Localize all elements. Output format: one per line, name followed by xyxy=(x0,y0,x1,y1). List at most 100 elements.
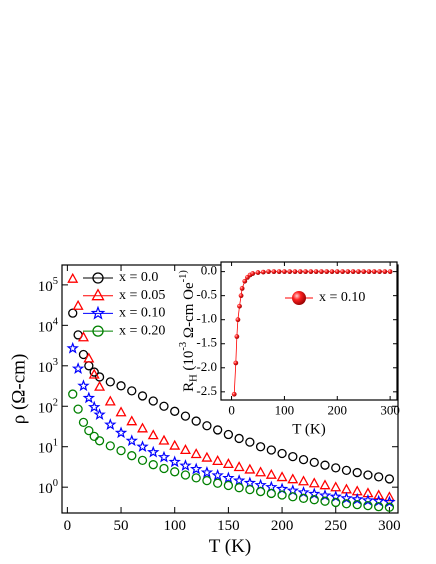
x-tick-label: 100 xyxy=(163,518,186,534)
marker xyxy=(147,445,160,458)
x-tick-label: 100 xyxy=(275,403,295,418)
marker xyxy=(94,436,105,446)
marker xyxy=(287,473,299,484)
marker xyxy=(202,475,212,486)
x-tick-label: 200 xyxy=(271,518,294,534)
marker xyxy=(78,417,89,428)
marker xyxy=(211,468,224,481)
marker xyxy=(212,454,224,465)
legend-label: x = 0.05 xyxy=(119,288,165,303)
legend-marker xyxy=(92,325,104,337)
legend-label: x = 0.10 xyxy=(319,290,365,305)
marker xyxy=(87,400,101,413)
y-tick-label: 102 xyxy=(38,398,58,417)
marker xyxy=(324,269,330,275)
marker xyxy=(277,448,287,459)
marker xyxy=(233,461,245,472)
marker xyxy=(234,483,244,493)
marker xyxy=(334,269,340,275)
legend-marker xyxy=(90,305,106,320)
y-tick-label: 101 xyxy=(38,438,58,457)
marker xyxy=(170,406,180,416)
marker xyxy=(78,349,89,360)
marker xyxy=(242,278,248,284)
marker xyxy=(352,467,362,478)
marker xyxy=(320,496,330,506)
marker xyxy=(213,425,223,435)
marker xyxy=(277,490,287,500)
marker xyxy=(137,422,149,433)
marker xyxy=(250,271,256,276)
x-axis-label: T (K) xyxy=(209,536,251,557)
y-tick-label: -1.5 xyxy=(196,335,217,350)
y-tick-label: 105 xyxy=(38,276,58,295)
marker xyxy=(350,269,356,275)
marker xyxy=(88,368,100,379)
marker xyxy=(191,416,201,426)
marker xyxy=(127,451,137,461)
x-tick-label: 300 xyxy=(378,518,401,534)
x-tick-label: 300 xyxy=(380,403,400,418)
marker xyxy=(115,406,127,417)
y-tick-label: -2.5 xyxy=(196,383,217,398)
marker xyxy=(116,445,126,456)
marker xyxy=(260,269,266,275)
marker xyxy=(383,495,396,508)
marker xyxy=(234,334,240,339)
marker xyxy=(271,269,277,275)
marker xyxy=(371,269,377,275)
x-tick-label: 50 xyxy=(114,518,129,534)
marker xyxy=(159,401,169,411)
marker xyxy=(345,269,351,275)
marker xyxy=(180,470,191,480)
marker xyxy=(384,474,395,484)
marker xyxy=(382,269,388,275)
y-tick-label: -1.0 xyxy=(196,311,217,326)
marker xyxy=(340,269,345,275)
marker xyxy=(168,455,181,468)
marker xyxy=(319,479,331,490)
marker xyxy=(237,303,242,309)
marker xyxy=(157,450,171,463)
marker xyxy=(159,463,169,474)
chart-1: 0 100 200 300 -2.5 -2.0 -1.5 -1.0 -0.5 0.0 T (K) RH… xyxy=(178,262,400,437)
marker xyxy=(361,269,367,275)
marker xyxy=(363,500,373,511)
marker xyxy=(319,269,324,275)
x-tick-label: 0 xyxy=(228,403,235,418)
marker xyxy=(266,269,271,275)
marker xyxy=(329,269,335,275)
marker xyxy=(363,470,373,480)
marker xyxy=(104,395,116,406)
marker xyxy=(287,269,293,275)
legend-marker xyxy=(292,291,306,305)
marker xyxy=(213,478,223,488)
y-tick-label: 104 xyxy=(38,317,59,336)
marker xyxy=(383,491,395,502)
marker xyxy=(373,489,385,500)
marker xyxy=(288,451,298,462)
marker xyxy=(84,425,94,436)
marker xyxy=(350,492,364,505)
marker xyxy=(331,463,341,473)
x-tick-label: 0 xyxy=(64,518,72,534)
marker xyxy=(366,269,372,275)
marker xyxy=(222,471,235,484)
marker xyxy=(309,457,319,468)
marker xyxy=(180,411,191,421)
marker xyxy=(245,437,255,447)
marker xyxy=(200,466,214,478)
marker xyxy=(298,475,310,486)
marker xyxy=(83,352,95,363)
marker xyxy=(67,272,79,283)
marker xyxy=(341,465,352,476)
legend-label: x = 0.10 xyxy=(119,306,165,321)
marker xyxy=(136,440,149,452)
marker xyxy=(384,502,395,512)
marker xyxy=(288,492,298,502)
marker xyxy=(72,299,84,310)
marker xyxy=(126,415,138,426)
marker xyxy=(82,391,96,404)
marker xyxy=(374,472,384,482)
marker xyxy=(245,484,255,495)
